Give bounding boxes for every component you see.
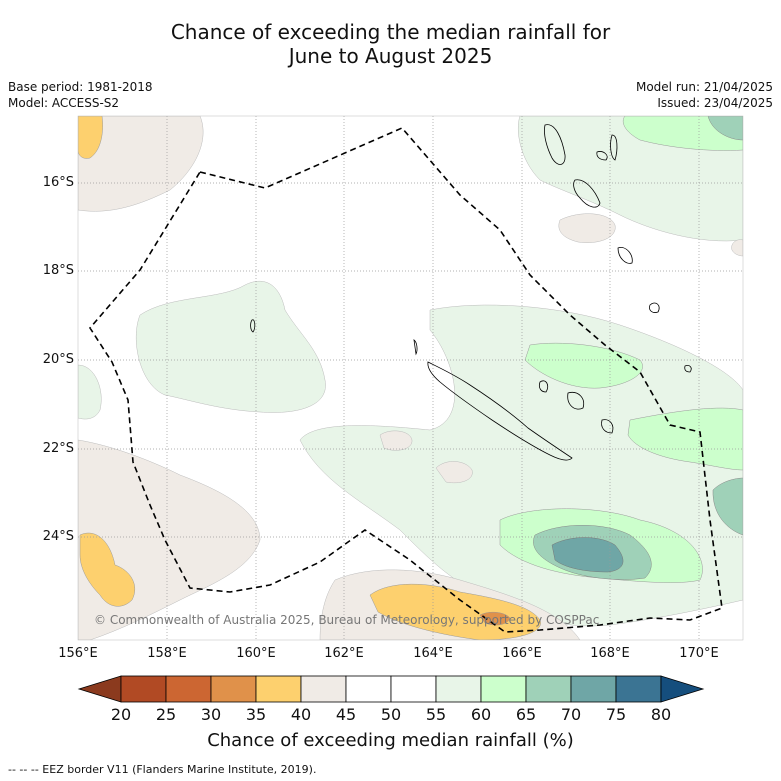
vanuatu-island-2 bbox=[573, 179, 601, 208]
meta-left: Base period: 1981-2018 Model: ACCESS-S2 bbox=[8, 79, 153, 111]
field-40-45-small-2 bbox=[435, 461, 473, 484]
colorbar-box bbox=[120, 675, 167, 703]
colorbar-title: Chance of exceeding median rainfall (%) bbox=[207, 730, 574, 751]
field-65-70-east bbox=[712, 477, 743, 536]
meta-right: Model run: 21/04/2025 Issued: 23/04/2025 bbox=[636, 79, 773, 111]
colorbar-box bbox=[345, 675, 392, 703]
colorbar-box bbox=[615, 675, 662, 703]
colorbar-box bbox=[210, 675, 257, 703]
field-60-65-2 bbox=[627, 407, 743, 471]
loyalty-island-2 bbox=[567, 391, 585, 410]
field-40-45-far-east bbox=[731, 239, 743, 257]
lon-label: 170°E bbox=[679, 646, 719, 661]
colorbar-tick-label: 70 bbox=[560, 705, 582, 724]
field-40-45-ne bbox=[558, 213, 616, 243]
lat-label: 20°S bbox=[42, 352, 74, 367]
eez-legend: -- -- -- EEZ border V11 (Flanders Marine… bbox=[8, 763, 317, 776]
colorbar-box bbox=[255, 675, 302, 703]
vanuatu-island-4 bbox=[617, 247, 633, 264]
colorbar-tick-label: 50 bbox=[380, 705, 402, 724]
colorbar-tick-label: 55 bbox=[425, 705, 447, 724]
colorbar-boxes bbox=[77, 675, 705, 703]
field-35-40-south bbox=[369, 583, 541, 640]
colorbar-tick-label: 30 bbox=[200, 705, 222, 724]
vanuatu-island-5 bbox=[596, 151, 608, 161]
colorbar-box bbox=[525, 675, 572, 703]
colorbar-tick-label: 65 bbox=[515, 705, 537, 724]
field-30-35-south bbox=[479, 611, 511, 626]
colorbar-tick-label: 25 bbox=[155, 705, 177, 724]
lon-label: 156°E bbox=[58, 646, 98, 661]
colorbar-box bbox=[570, 675, 617, 703]
model-run: Model run: 21/04/2025 bbox=[635, 80, 773, 94]
field-55-60-west-edge bbox=[78, 364, 102, 420]
colorbar-extend-low bbox=[77, 675, 122, 703]
base-period: Base period: 1981-2018 bbox=[8, 80, 153, 94]
field-40-45-small-1 bbox=[379, 430, 413, 451]
field-35-40-nw bbox=[78, 116, 103, 159]
graticule bbox=[78, 116, 743, 640]
islet-1 bbox=[684, 365, 692, 373]
colorbar-tick-label: 45 bbox=[335, 705, 357, 724]
model-name: Model: ACCESS-S2 bbox=[8, 96, 120, 110]
colorbar-tick-label: 20 bbox=[110, 705, 132, 724]
lon-label: 166°E bbox=[502, 646, 542, 661]
islet-3 bbox=[250, 319, 256, 333]
colorbar-extend-high bbox=[660, 675, 705, 703]
lat-label: 24°S bbox=[42, 529, 74, 544]
loyalty-island-1 bbox=[538, 380, 548, 393]
title-line-2: June to August 2025 bbox=[288, 44, 493, 68]
field-40-45-nw bbox=[78, 116, 204, 212]
title-line-1: Chance of exceeding the median rainfall … bbox=[170, 20, 611, 44]
lon-label: 168°E bbox=[590, 646, 630, 661]
lat-label: 22°S bbox=[42, 441, 74, 456]
rainfall-map bbox=[77, 115, 744, 641]
islet-2 bbox=[649, 302, 660, 313]
colorbar-tick-label: 60 bbox=[470, 705, 492, 724]
vanuatu-island-1 bbox=[544, 124, 566, 165]
field-35-40-sw bbox=[79, 532, 136, 607]
map-fields bbox=[78, 116, 743, 640]
map-frame bbox=[77, 115, 744, 641]
colorbar-tick-label: 35 bbox=[245, 705, 267, 724]
colorbar-tick-label: 75 bbox=[605, 705, 627, 724]
colorbar-box bbox=[480, 675, 527, 703]
map-title: Chance of exceeding the median rainfall … bbox=[0, 20, 781, 68]
colorbar-box bbox=[165, 675, 212, 703]
field-55-60-west bbox=[136, 280, 326, 413]
issued-date: Issued: 23/04/2025 bbox=[657, 96, 773, 110]
lon-label: 160°E bbox=[236, 646, 276, 661]
colorbar-tick-label: 40 bbox=[290, 705, 312, 724]
colorbar-box bbox=[390, 675, 437, 703]
field-70-75-south bbox=[551, 537, 624, 573]
colorbar-box bbox=[300, 675, 347, 703]
colorbar-box bbox=[435, 675, 482, 703]
lat-label: 16°S bbox=[42, 175, 74, 190]
coastlines bbox=[250, 124, 692, 461]
vanuatu-island-3 bbox=[610, 134, 618, 161]
colorbar-tick-label: 80 bbox=[650, 705, 672, 724]
field-60-65-1 bbox=[524, 342, 643, 389]
new-caledonia-island bbox=[427, 361, 573, 461]
copyright-notice: © Commonwealth of Australia 2025, Bureau… bbox=[94, 613, 600, 627]
loyalty-island-3 bbox=[601, 419, 614, 434]
field-65-70-ne bbox=[707, 116, 743, 141]
lon-label: 158°E bbox=[147, 646, 187, 661]
islet-4 bbox=[413, 339, 418, 356]
lat-label: 18°S bbox=[42, 263, 74, 278]
lon-label: 164°E bbox=[413, 646, 453, 661]
eez-border bbox=[89, 127, 723, 633]
lon-label: 162°E bbox=[324, 646, 364, 661]
